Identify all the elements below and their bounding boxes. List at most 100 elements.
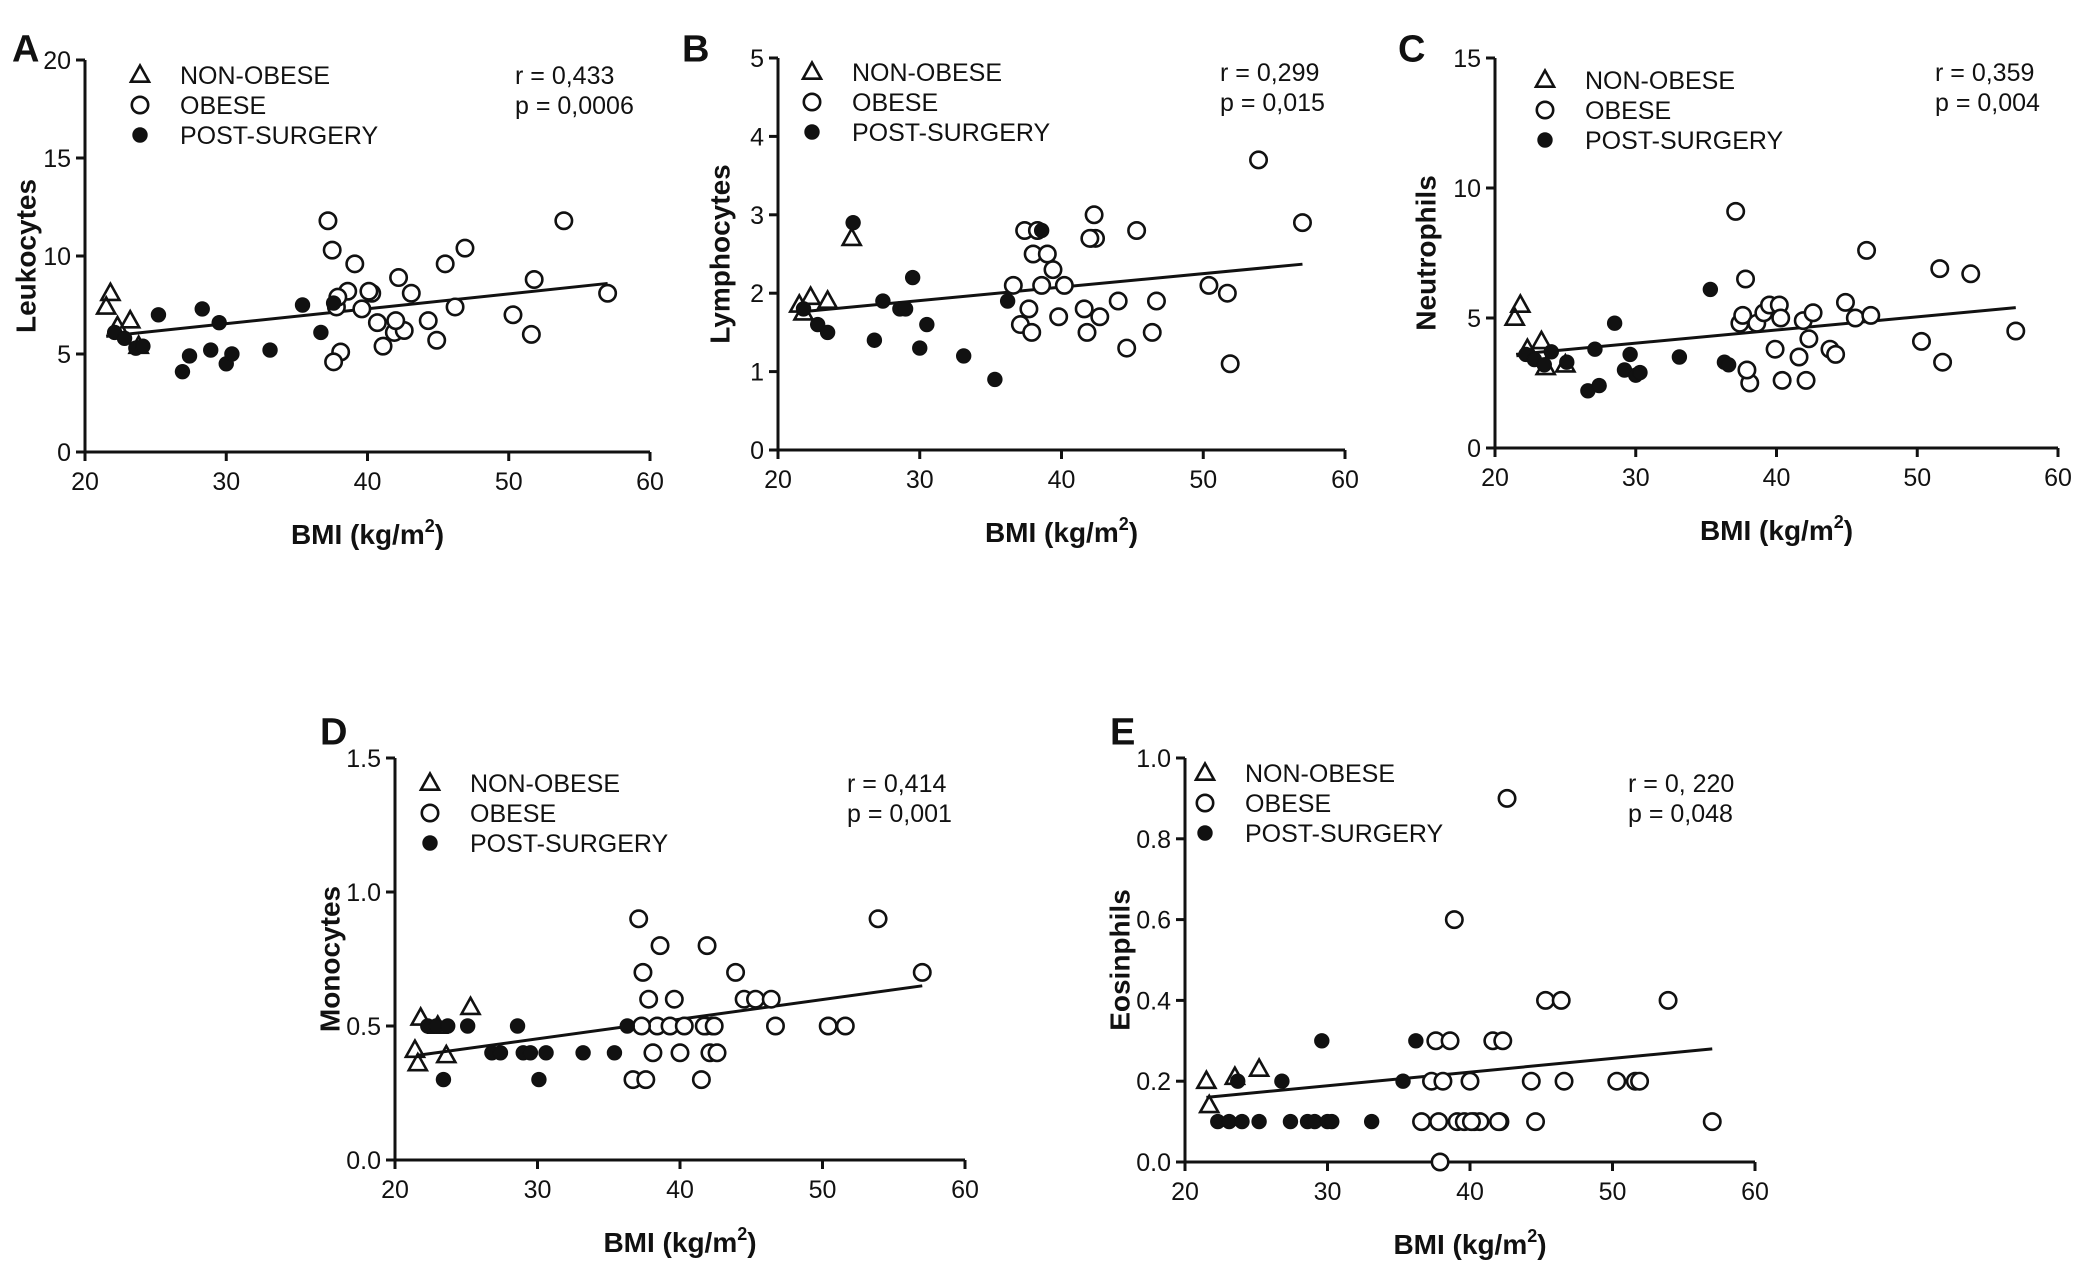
panel-letter: C xyxy=(1398,28,1425,70)
series-obese xyxy=(318,211,618,372)
legend-label: OBESE xyxy=(852,89,938,117)
data-point-circle-open xyxy=(1737,360,1757,380)
y-axis-label: Lymphocytes xyxy=(704,164,735,343)
data-point-circle-open xyxy=(1220,354,1240,374)
data-point-circle-open xyxy=(1142,322,1162,342)
data-point-circle-open xyxy=(324,352,344,372)
data-point-circle-open xyxy=(1489,1112,1509,1132)
data-point-circle-open xyxy=(445,297,465,317)
y-tick-label: 3 xyxy=(750,202,764,230)
legend-marker-circle-filled xyxy=(1537,132,1553,148)
data-point-circle-open xyxy=(1630,1071,1650,1091)
data-point-circle-filled xyxy=(203,342,219,358)
data-point-circle-filled xyxy=(1033,222,1050,239)
stat-r: r = 0,299 xyxy=(1220,59,1319,87)
data-point-circle-filled xyxy=(897,301,914,317)
panel-a: A 0 5 10 15 20 20 30 40 50 60 Leukocytes BMI (kg/m2)… xyxy=(10,28,664,550)
legend-label: NON-OBESE xyxy=(1585,67,1735,95)
x-tick-label: 40 xyxy=(354,468,382,496)
panel-c: C 0 5 10 15 20 30 40 50 60 Neutrophils BMI (kg/m2) N… xyxy=(1398,28,2072,546)
data-point-circle-filled xyxy=(1720,357,1737,373)
data-point-circle-filled xyxy=(174,363,191,380)
data-point-circle-open xyxy=(1249,150,1269,170)
data-point-circle-open xyxy=(389,268,409,288)
x-tick-label: 20 xyxy=(71,468,99,496)
legend-marker-circle-filled xyxy=(1197,825,1213,841)
data-point-circle-filled xyxy=(150,307,167,323)
data-point-circle-filled xyxy=(116,330,133,347)
data-point-circle-open xyxy=(1796,370,1816,390)
data-point-circle-open xyxy=(345,254,365,274)
data-point-circle-open xyxy=(643,1043,663,1063)
data-point-circle-open xyxy=(1127,220,1147,240)
data-point-circle-open xyxy=(367,313,387,333)
data-point-circle-open xyxy=(1461,1112,1481,1132)
legend-label: NON-OBESE xyxy=(852,59,1002,87)
data-point-circle-open xyxy=(1117,338,1137,358)
data-point-circle-open xyxy=(1080,228,1100,248)
panel-d: D 0.0 0.5 1.0 1.5 20 30 40 50 60 Monocytes BMI (kg/… xyxy=(314,711,979,1258)
data-point-circle-filled xyxy=(325,295,342,311)
data-point-circle-open xyxy=(674,1016,694,1036)
data-point-circle-open xyxy=(1032,275,1052,295)
data-point-circle-open xyxy=(835,1016,855,1036)
data-point-circle-open xyxy=(761,989,781,1009)
legend-marker-triangle-open xyxy=(1193,760,1217,781)
data-point-triangle-open xyxy=(1530,329,1553,350)
legend-label: OBESE xyxy=(1585,97,1671,125)
data-point-circle-filled xyxy=(904,269,921,286)
legend-marker-triangle-open xyxy=(128,62,152,83)
data-point-circle-filled xyxy=(1622,346,1638,363)
x-axis-label: BMI (kg/m2) xyxy=(985,514,1138,548)
data-point-triangle-open xyxy=(1197,1093,1221,1114)
data-point-circle-open xyxy=(1536,990,1556,1010)
legend-marker-circle-open xyxy=(420,803,440,823)
y-tick-label: 10 xyxy=(1453,175,1481,203)
data-point-circle-open xyxy=(633,962,653,982)
data-point-circle-filled xyxy=(606,1045,623,1061)
y-tick-label: 0.5 xyxy=(346,1013,381,1041)
legend-label: POST-SURGERY xyxy=(470,830,669,858)
series-post-surgery xyxy=(1518,281,1737,399)
data-point-triangle-open xyxy=(459,995,482,1016)
y-tick-label: 0.0 xyxy=(1136,1149,1171,1177)
data-point-circle-open xyxy=(401,283,421,303)
legend-label: OBESE xyxy=(1245,790,1331,818)
data-point-circle-open xyxy=(1771,308,1791,328)
data-point-circle-filled xyxy=(1324,1113,1340,1130)
series-obese xyxy=(1003,150,1312,374)
data-point-circle-filled xyxy=(1591,377,1607,394)
x-tick-label: 60 xyxy=(1331,466,1359,494)
stat-r: r = 0, 220 xyxy=(1628,770,1734,798)
data-point-circle-filled xyxy=(1306,1113,1323,1130)
data-point-circle-open xyxy=(1933,352,1953,372)
data-point-circle-open xyxy=(629,909,649,929)
regression-line xyxy=(1206,1047,1713,1099)
x-tick-label: 50 xyxy=(495,468,523,496)
data-point-circle-open xyxy=(1702,1112,1722,1132)
data-point-circle-open xyxy=(418,311,438,331)
data-point-circle-filled xyxy=(224,346,240,362)
data-point-circle-open xyxy=(707,1043,727,1063)
data-point-circle-open xyxy=(1430,1152,1450,1172)
data-point-circle-open xyxy=(598,283,618,303)
x-tick-label: 30 xyxy=(1622,464,1650,492)
data-point-circle-filled xyxy=(181,348,198,364)
series-post-surgery xyxy=(1210,1033,1424,1130)
data-point-circle-open xyxy=(632,1016,652,1036)
data-point-circle-open xyxy=(650,936,670,956)
data-point-circle-open xyxy=(1765,339,1785,359)
stat-r: r = 0,433 xyxy=(515,62,614,90)
data-point-circle-filled xyxy=(531,1071,547,1088)
data-point-circle-filled xyxy=(313,324,329,341)
legend-marker-circle-filled xyxy=(132,127,148,143)
data-point-circle-open xyxy=(1043,260,1063,280)
data-point-circle-open xyxy=(1961,264,1981,284)
x-tick-label: 60 xyxy=(1741,1178,1769,1206)
legend-label: POST-SURGERY xyxy=(180,122,379,150)
data-point-circle-open xyxy=(435,254,455,274)
data-point-triangle-open xyxy=(406,1051,430,1072)
x-axis-label: BMI (kg/m2) xyxy=(603,1224,756,1258)
data-point-circle-open xyxy=(1607,1071,1627,1091)
